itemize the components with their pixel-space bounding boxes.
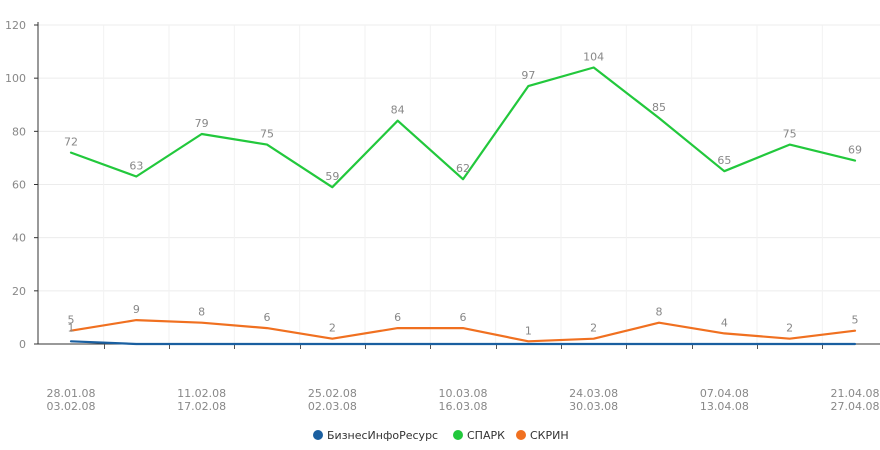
- data-label-СКРИН: 5: [68, 314, 75, 327]
- grid: [38, 24, 880, 344]
- x-tick-label: 10.03.08: [439, 387, 488, 400]
- x-tick-label: 17.02.08: [177, 400, 226, 413]
- data-label-СКРИН: 6: [394, 311, 401, 324]
- y-tick-label: 0: [19, 338, 26, 351]
- data-label-СПАРК: 84: [391, 104, 405, 117]
- data-label-СПАРК: 65: [717, 154, 731, 167]
- legend-label-СПАРК: СПАРК: [467, 429, 505, 442]
- data-label-СПАРК: 69: [848, 144, 862, 157]
- x-tick-label: 11.02.08: [177, 387, 226, 400]
- data-label-СКРИН: 5: [852, 314, 859, 327]
- data-label-СКРИН: 6: [264, 311, 271, 324]
- x-tick-label: 13.04.08: [700, 400, 749, 413]
- x-tick-label: 07.04.08: [700, 387, 749, 400]
- x-tick-label: 25.02.08: [308, 387, 357, 400]
- legend-label-СКРИН: СКРИН: [530, 429, 569, 442]
- x-tick-label: 24.03.08: [569, 387, 618, 400]
- x-tick-label: 21.04.08: [831, 387, 880, 400]
- data-label-СПАРК: 72: [64, 136, 78, 149]
- data-label-СКРИН: 2: [329, 322, 336, 335]
- data-label-СПАРК: 79: [195, 117, 209, 130]
- legend-label-БизнесИнфоРесурс: БизнесИнфоРесурс: [327, 429, 438, 442]
- data-label-СКРИН: 9: [133, 303, 140, 316]
- series-line-СКРИН: [69, 319, 857, 343]
- y-tick-label: 100: [5, 72, 26, 85]
- data-label-СПАРК: 75: [783, 128, 797, 141]
- legend: БизнесИнфоРесурс СПАРК СКРИН: [313, 429, 569, 442]
- data-label-СКРИН: 8: [656, 306, 663, 319]
- legend-marker-СПАРК: [453, 430, 463, 440]
- legend-marker-СКРИН: [516, 430, 526, 440]
- legend-marker-БизнесИнфоРесурс: [313, 430, 323, 440]
- x-tick-label: 03.02.08: [47, 400, 96, 413]
- series-line-БизнесИнфоРесурс: [69, 340, 857, 346]
- y-tick-label: 20: [12, 285, 26, 298]
- x-tick-label: 27.04.08: [831, 400, 880, 413]
- data-label-СПАРК: 62: [456, 162, 470, 175]
- data-label-СПАРК: 75: [260, 128, 274, 141]
- y-tick-label: 80: [12, 125, 26, 138]
- data-label-СПАРК: 59: [325, 170, 339, 183]
- data-label-СПАРК: 97: [521, 69, 535, 82]
- x-tick-label: 28.01.08: [47, 387, 96, 400]
- data-label-СКРИН: 6: [460, 311, 467, 324]
- data-label-СПАРК: 104: [583, 51, 604, 64]
- y-tick-label: 60: [12, 179, 26, 192]
- y-tick-label: 40: [12, 232, 26, 245]
- x-tick-label: 30.03.08: [569, 400, 618, 413]
- x-tick-label: 02.03.08: [308, 400, 357, 413]
- data-label-СПАРК: 85: [652, 101, 666, 114]
- data-label-СКРИН: 2: [786, 322, 793, 335]
- series-line-СПАРК: [69, 66, 857, 189]
- x-tick-label: 16.03.08: [439, 400, 488, 413]
- data-label-СКРИН: 4: [721, 316, 728, 329]
- y-tick-label: 120: [5, 19, 26, 32]
- series-lines: [69, 66, 857, 346]
- data-label-СКРИН: 8: [198, 306, 205, 319]
- data-label-СКРИН: 2: [590, 322, 597, 335]
- data-label-СПАРК: 63: [129, 160, 143, 173]
- data-label-БизнесИнфоРесурс: 1: [68, 321, 75, 334]
- data-label-СКРИН: 1: [525, 324, 532, 337]
